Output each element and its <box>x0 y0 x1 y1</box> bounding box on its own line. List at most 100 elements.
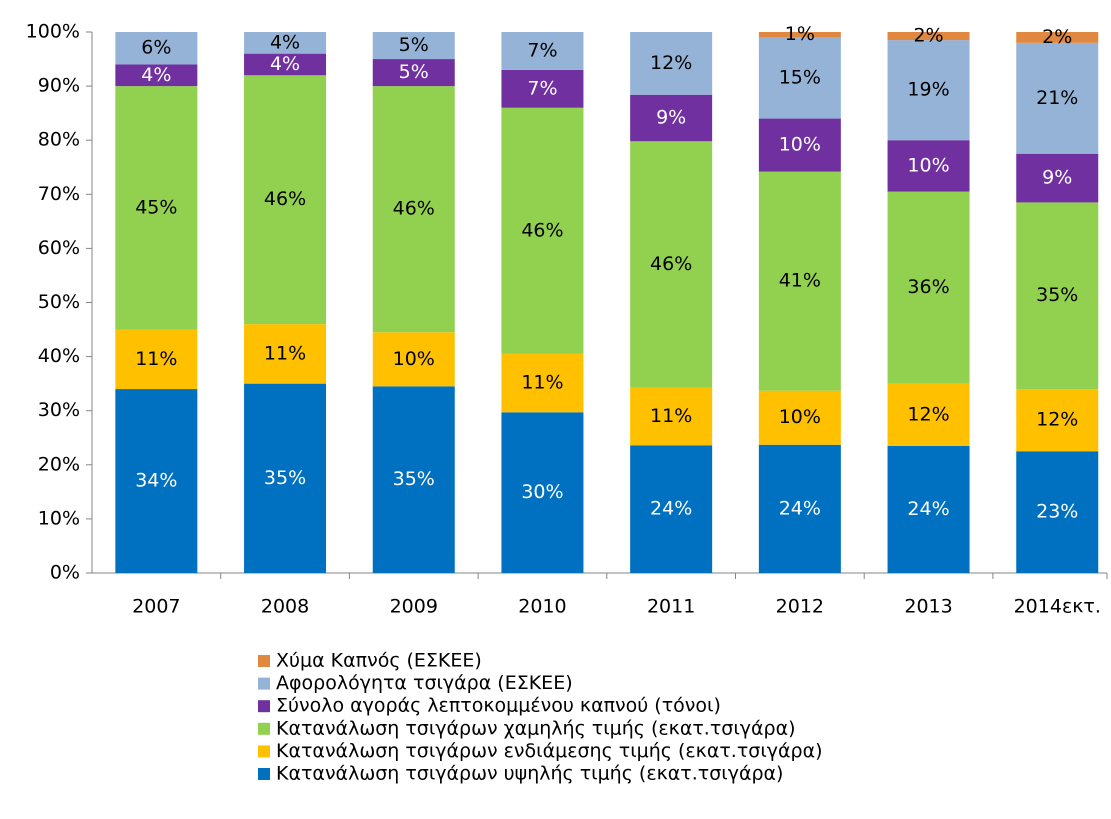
y-tick-label: 60% <box>38 237 80 259</box>
y-tick-label: 0% <box>50 562 80 584</box>
bar-segment <box>887 40 970 141</box>
bar-segment <box>1016 153 1099 203</box>
bar-segment <box>115 86 198 330</box>
data-label: 35% <box>393 468 435 490</box>
legend-label: Σύνολο αγοράς λεπτοκομμένου καπνού (τόνο… <box>276 695 721 717</box>
bar-segment <box>372 32 455 60</box>
bar-segment <box>887 191 970 384</box>
data-label: 12% <box>1036 409 1078 431</box>
bar-segment <box>372 59 455 87</box>
bar-segment <box>630 141 713 388</box>
bar-segment <box>758 118 841 172</box>
data-label: 11% <box>135 348 177 370</box>
bar-segment <box>758 444 841 573</box>
bar-segment <box>630 94 713 142</box>
data-label: 24% <box>907 498 949 520</box>
bar-segment <box>501 412 584 573</box>
legend-label: Κατανάλωση τσιγάρων χαμηλής τιμής (εκατ.… <box>276 717 796 739</box>
legend-swatch <box>258 768 270 780</box>
bar-segment <box>244 32 327 54</box>
data-label: 7% <box>527 39 557 61</box>
data-label: 9% <box>1042 167 1072 189</box>
y-tick-label: 40% <box>38 345 80 367</box>
data-label: 9% <box>656 107 686 129</box>
x-tick-label: 2014εκτ. <box>1014 596 1101 618</box>
bar-segment <box>115 329 198 390</box>
legend-label: Αφορολόγητα τσιγάρα (ΕΣΚΕΕ) <box>276 672 573 694</box>
bar-segment <box>1016 42 1099 154</box>
bar-segment <box>244 383 327 573</box>
y-tick-label: 30% <box>38 399 80 421</box>
data-label: 11% <box>264 342 306 364</box>
bar-segment <box>115 389 198 573</box>
x-tick-label: 2009 <box>390 596 438 618</box>
data-label: 19% <box>907 79 949 101</box>
data-label: 23% <box>1036 501 1078 523</box>
x-tick-label: 2013 <box>904 596 952 618</box>
data-label: 6% <box>141 37 171 59</box>
bar-segment <box>1016 451 1099 573</box>
bar-segment <box>887 445 970 573</box>
data-label: 30% <box>521 481 563 503</box>
y-tick-label: 70% <box>38 183 80 205</box>
legend-label: Κατανάλωση τσιγάρων υψηλής τιμής (εκατ.τ… <box>276 763 783 785</box>
bar-segment <box>1016 32 1099 43</box>
data-label: 46% <box>650 253 692 275</box>
x-tick-label: 2010 <box>518 596 566 618</box>
data-label: 5% <box>399 61 429 83</box>
y-tick-label: 90% <box>38 75 80 97</box>
bar-segment <box>372 332 455 387</box>
bar-segment <box>244 53 327 76</box>
data-label: 7% <box>527 77 557 99</box>
data-label: 15% <box>779 66 821 88</box>
data-label: 34% <box>135 470 177 492</box>
y-tick-label: 80% <box>38 129 80 151</box>
bar-segment <box>244 75 327 325</box>
bar-segment <box>887 383 970 446</box>
data-label: 21% <box>1036 87 1078 109</box>
x-tick-label: 2011 <box>647 596 695 618</box>
data-label: 12% <box>907 403 949 425</box>
bar-segment <box>887 140 970 192</box>
legend-swatch <box>258 722 270 735</box>
legend-label: Κατανάλωση τσιγάρων ενδιάμεσης τιμής (εκ… <box>276 740 823 762</box>
bar-segment <box>501 353 584 413</box>
bar-segment <box>501 32 584 70</box>
legend-swatch <box>258 700 270 713</box>
data-label: 11% <box>650 405 692 427</box>
data-label: 36% <box>907 276 949 298</box>
y-tick-label: 50% <box>38 291 80 313</box>
data-label: 4% <box>270 31 300 53</box>
y-tick-label: 100% <box>26 21 80 43</box>
data-label: 41% <box>779 270 821 292</box>
data-label: 10% <box>393 348 435 370</box>
data-label: 4% <box>270 53 300 75</box>
bar-segment <box>887 32 970 41</box>
bar-segment <box>630 32 713 95</box>
bar-segment <box>501 107 584 354</box>
data-label: 46% <box>264 188 306 210</box>
bar-segment <box>372 86 455 333</box>
data-label: 10% <box>779 406 821 428</box>
data-label: 24% <box>650 498 692 520</box>
data-label: 35% <box>264 467 306 489</box>
legend-swatch <box>258 677 270 690</box>
data-label: 35% <box>1036 284 1078 306</box>
data-label: 10% <box>907 154 949 176</box>
data-label: 2% <box>913 25 943 47</box>
bar-segment <box>758 37 841 119</box>
x-tick-label: 2007 <box>132 596 180 618</box>
bar-segment <box>758 32 841 38</box>
bar-segment <box>1016 389 1099 452</box>
x-tick-label: 2008 <box>261 596 309 618</box>
bar-segment <box>501 69 584 108</box>
legend-swatch <box>258 745 270 758</box>
data-label: 2% <box>1042 26 1072 48</box>
bar-segment <box>1016 202 1099 390</box>
y-tick-label: 20% <box>38 453 80 475</box>
data-label: 24% <box>779 497 821 519</box>
y-tick-label: 10% <box>38 507 80 529</box>
data-label: 1% <box>785 23 815 45</box>
data-label: 4% <box>141 64 171 86</box>
